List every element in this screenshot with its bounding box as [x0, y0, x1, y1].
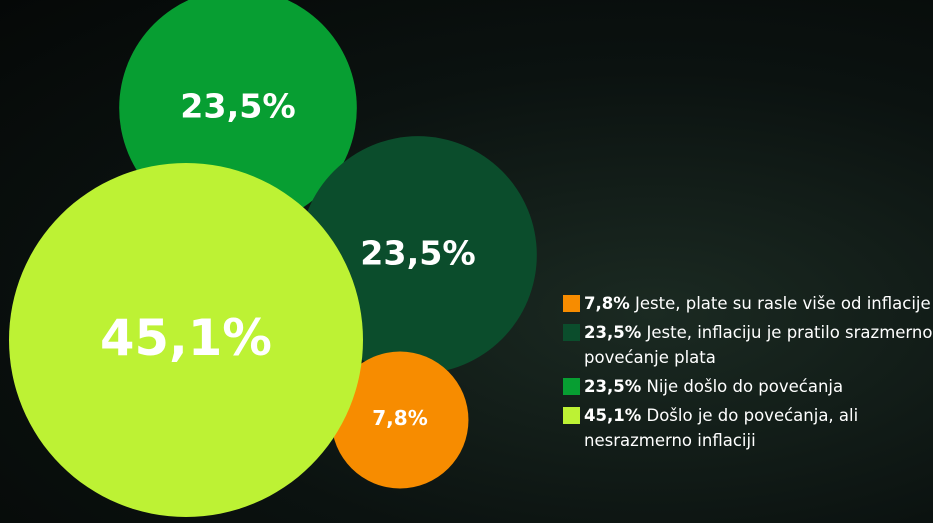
legend-value: 23,5% [584, 323, 642, 342]
legend: 7,8% Jeste, plate su rasle više od infla… [563, 291, 933, 457]
legend-item: 23,5% Jeste, inflaciju je pratilo srazme… [563, 320, 933, 370]
legend-swatch [563, 295, 580, 312]
legend-label: Došlo je do povećanja, ali nesrazmerno i… [584, 406, 859, 450]
legend-item: 7,8% Jeste, plate su rasle više od infla… [563, 291, 933, 316]
legend-label: Jeste, plate su rasle više od inflacije [635, 294, 931, 313]
legend-swatch [563, 324, 580, 341]
bubble [331, 351, 469, 489]
legend-swatch [563, 407, 580, 424]
legend-swatch [563, 378, 580, 395]
legend-item: 23,5% Nije došlo do povećanja [563, 374, 933, 399]
legend-value: 7,8% [584, 294, 630, 313]
bubble-label: 7,8% [372, 406, 427, 430]
legend-label: Nije došlo do povećanja [646, 377, 844, 396]
legend-value: 23,5% [584, 377, 642, 396]
legend-item: 45,1% Došlo je do povećanja, ali nesrazm… [563, 403, 933, 453]
bubble [9, 163, 363, 517]
bubble-label: 23,5% [180, 87, 295, 126]
legend-value: 45,1% [584, 406, 642, 425]
bubble-label: 23,5% [360, 234, 475, 273]
legend-label: Jeste, inflaciju je pratilo srazmerno po… [584, 323, 933, 367]
bubble-label: 45,1% [100, 309, 272, 367]
